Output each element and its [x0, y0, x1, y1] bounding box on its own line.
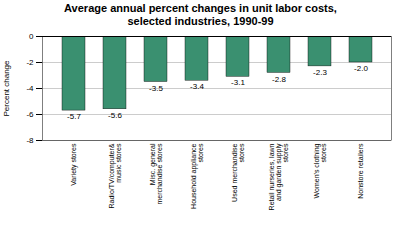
svg-text:Retail nurseries, lawnand gard: Retail nurseries, lawnand garden supplys… [268, 143, 289, 210]
svg-text:-2: -2 [26, 58, 34, 67]
svg-text:Household appliancestores: Household appliancestores [190, 143, 204, 209]
svg-text:-2.0: -2.0 [354, 64, 368, 73]
svg-text:Used merchandisestores: Used merchandisestores [231, 143, 245, 202]
svg-text:-3.4: -3.4 [190, 82, 204, 91]
svg-text:-6: -6 [26, 110, 34, 119]
svg-text:Women's clothingstores: Women's clothingstores [313, 143, 327, 198]
svg-text:Percent change: Percent change [2, 60, 11, 117]
svg-text:0: 0 [29, 32, 34, 41]
svg-text:-3.1: -3.1 [231, 78, 245, 87]
svg-text:-3.5: -3.5 [149, 84, 163, 93]
html-text:Average annual percent changes: Average annual percent changes in unit l… [64, 2, 337, 27]
svg-text:-5.7: -5.7 [67, 112, 81, 121]
svg-text:Variety stores: Variety stores [70, 143, 78, 186]
svg-text:Radio/TV/computer&music stores: Radio/TV/computer&music stores [108, 143, 122, 208]
svg-text:Misc. generalmerchandise store: Misc. generalmerchandise stores [149, 143, 163, 205]
svg-text:-4: -4 [26, 84, 34, 93]
svg-text:-2.8: -2.8 [272, 75, 286, 84]
svg-text:-2.3: -2.3 [313, 68, 327, 77]
svg-text:-5.6: -5.6 [108, 111, 122, 120]
svg-text:-8: -8 [26, 136, 34, 145]
svg-text:Nonstore retailers: Nonstore retailers [357, 143, 364, 199]
